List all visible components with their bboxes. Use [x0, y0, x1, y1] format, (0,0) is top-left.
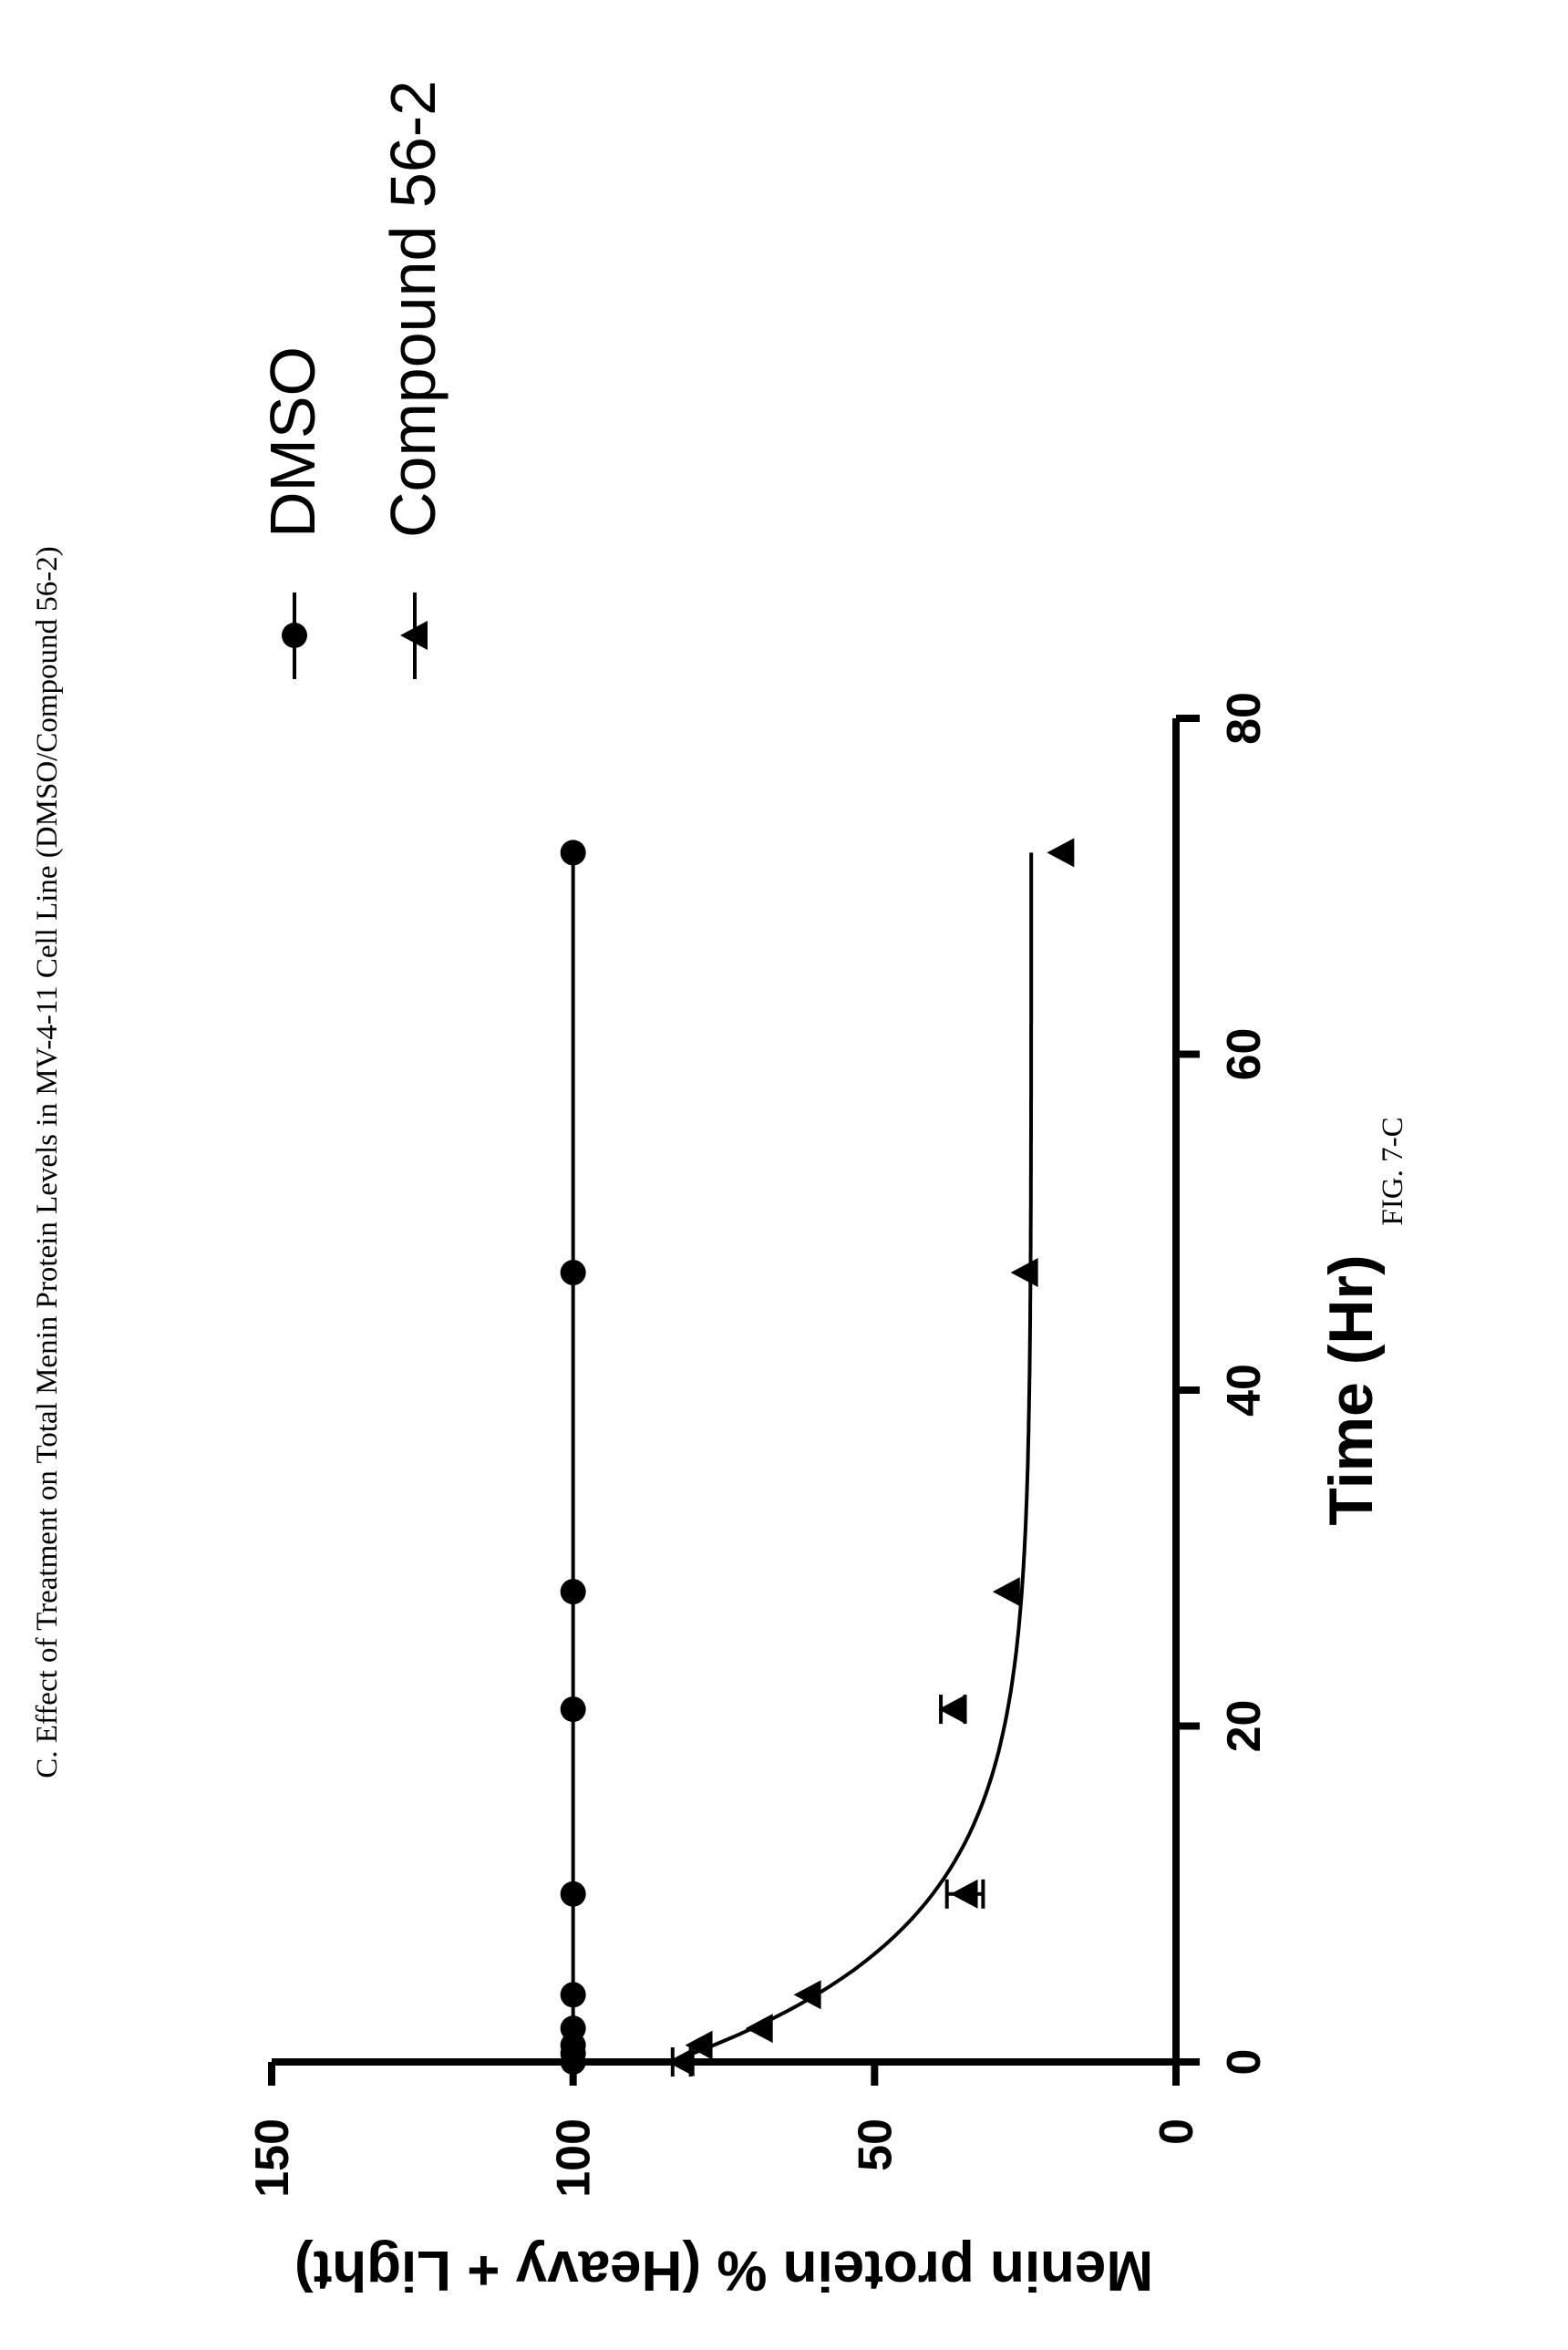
point-compound: [666, 2047, 695, 2077]
legend-label-1: Compound 56-2: [377, 80, 449, 538]
figure-caption: C. Effect of Treatment on Total Menin Pr…: [31, 546, 64, 1778]
point-compound: [793, 1980, 821, 2010]
legend-marker-compound: [400, 621, 428, 650]
point-dmso: [560, 840, 586, 866]
point-compound: [685, 2030, 713, 2060]
x-tick-label: 0: [1218, 2049, 1271, 2076]
x-axis-label: Time (Hr): [1316, 1254, 1386, 1525]
point-compound: [1047, 838, 1075, 868]
point-compound: [745, 2014, 773, 2044]
fit-lines: [571, 852, 1034, 2064]
point-dmso: [560, 1696, 586, 1723]
x-tick-label: 20: [1218, 1700, 1271, 1753]
point-dmso: [560, 1982, 586, 2008]
x-tick-label: 60: [1218, 1028, 1271, 1081]
legend: DMSO Compound 56-2: [257, 80, 449, 679]
point-dmso: [560, 2015, 586, 2042]
fit-curve-1: [668, 852, 1034, 2064]
legend-marker-dmso: [282, 623, 307, 648]
axes: 0 20 40 60 80 0 50 100 150: [246, 692, 1271, 2198]
y-axis-label: Menin protein % (Heavy + Light): [294, 2239, 1153, 2302]
point-dmso: [560, 1260, 586, 1286]
figure-label: FIG. 7-C: [1377, 1117, 1409, 1225]
point-compound: [1010, 1258, 1038, 1288]
x-tick-label: 40: [1218, 1364, 1271, 1417]
point-compound: [992, 1577, 1020, 1607]
data-marks: [560, 838, 1075, 2077]
point-dmso: [560, 1579, 586, 1605]
point-compound: [938, 1695, 966, 1725]
point-dmso: [560, 1881, 586, 1907]
y-tick-label: 0: [1150, 2118, 1203, 2145]
point-compound: [950, 1879, 978, 1909]
y-tick-label: 150: [246, 2118, 299, 2198]
legend-label-0: DMSO: [257, 346, 328, 538]
x-tick-label: 80: [1218, 692, 1271, 745]
y-tick-label: 100: [548, 2118, 601, 2198]
y-tick-label: 50: [849, 2118, 902, 2171]
